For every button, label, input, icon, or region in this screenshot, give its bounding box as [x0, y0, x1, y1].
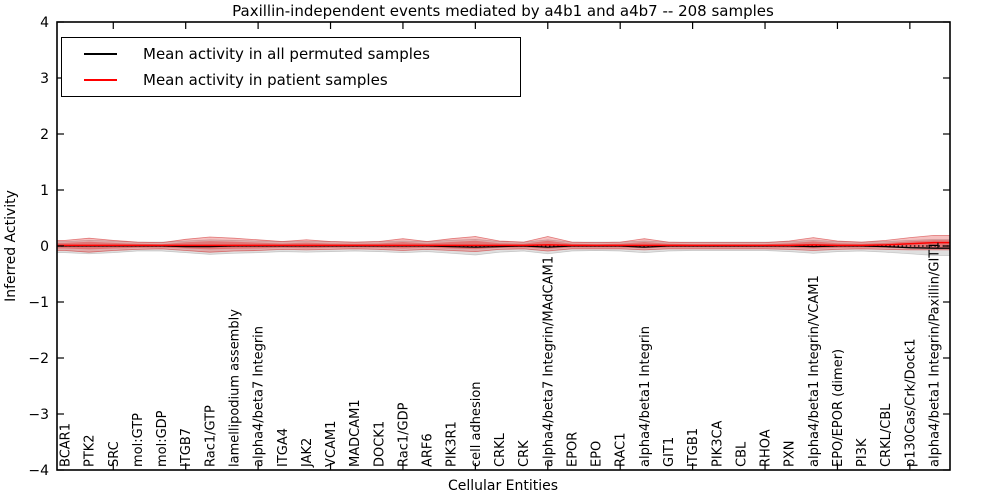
x-category-label: alpha4/beta7 Integrin/MAdCAM1 — [541, 256, 556, 467]
x-category-label: SRC — [107, 441, 122, 467]
x-category-label: mol:GDP — [155, 410, 170, 467]
x-category-label: CRKL/CBL — [879, 403, 894, 467]
permuted-line-swatch-icon — [84, 53, 117, 56]
y-tick-label: −3 — [28, 407, 49, 423]
legend-entry-permuted: Mean activity in all permuted samples — [84, 45, 520, 63]
plot-area: −4 −3 −2 −1 0 1 2 3 4 BCAR1 PTK2 SRC mol:GTP mol:GDP I… — [28, 15, 951, 479]
legend-label-patient: Mean activity in patient samples — [143, 70, 388, 89]
x-category-label: Rac1/GDP — [396, 402, 411, 467]
y-tick-label: −4 — [28, 463, 49, 479]
x-category-label: EPOR — [565, 432, 580, 467]
y-tick-label: 0 — [40, 239, 49, 255]
x-category-label: JAK2 — [300, 438, 315, 468]
x-category-label: CRKL — [493, 432, 508, 467]
x-category-label: PI3K — [855, 438, 870, 467]
y-tick-label: −2 — [28, 351, 49, 367]
x-axis-label: Cellular Entities — [448, 478, 558, 494]
x-category-label: GIT1 — [662, 437, 677, 467]
x-category-label: p130Cas/Crk/Dock1 — [903, 338, 918, 467]
legend-label-permuted: Mean activity in all permuted samples — [143, 45, 430, 64]
legend: Mean activity in all permuted samples Me… — [61, 37, 521, 97]
x-category-label: EPO — [590, 441, 605, 467]
x-category-label: lamellipodium assembly — [227, 309, 242, 467]
x-category-label: VCAM1 — [324, 421, 339, 467]
x-category-label: PIK3CA — [710, 420, 725, 467]
x-category-label: CBL — [734, 441, 749, 467]
legend-entry-patient: Mean activity in patient samples — [84, 71, 520, 89]
x-category-label: EPO/EPOR (dimer) — [831, 349, 846, 467]
x-category-label: alpha4/beta1 Integrin/VCAM1 — [807, 275, 822, 467]
x-category-label: BCAR1 — [59, 423, 74, 467]
y-tick-label: 1 — [40, 183, 49, 199]
patient-line-swatch-icon — [84, 78, 117, 81]
x-category-label: mol:GTP — [131, 413, 146, 467]
y-axis-label: Inferred Activity — [3, 190, 19, 302]
y-tick-label: −1 — [28, 295, 49, 311]
x-category-label: ITGB1 — [686, 428, 701, 467]
x-category-label: PIK3R1 — [445, 421, 460, 467]
y-tick-label: 3 — [40, 71, 49, 87]
permuted-mean-line — [57, 245, 950, 249]
patient-mean-line — [57, 241, 950, 247]
x-category-label: alpha4/beta7 Integrin — [252, 326, 267, 467]
chart-title: Paxillin-independent events mediated by … — [232, 2, 774, 20]
x-category-label: CRK — [517, 440, 532, 467]
x-category-label: Rac1/GTP — [203, 405, 218, 467]
x-category-label: RHOA — [759, 429, 774, 467]
x-category-label: PTK2 — [83, 434, 98, 467]
x-category-label: alpha4/beta1 Integrin/Paxillin/GIT1 — [928, 241, 943, 467]
x-category-label: ARF6 — [421, 433, 436, 467]
y-tick-label: 4 — [40, 15, 49, 31]
x-category-label: RAC1 — [614, 432, 629, 467]
x-category-label: alpha4/beta1 Integrin — [638, 326, 653, 467]
x-category-label: ITGB7 — [179, 428, 194, 467]
x-category-label: ITGA4 — [276, 428, 291, 467]
x-category-label: cell adhesion — [469, 381, 484, 467]
x-category-label: DOCK1 — [372, 421, 387, 467]
y-tick-label: 2 — [40, 127, 49, 143]
x-category-label: PXN — [783, 441, 798, 467]
x-category-label: MADCAM1 — [348, 399, 363, 467]
